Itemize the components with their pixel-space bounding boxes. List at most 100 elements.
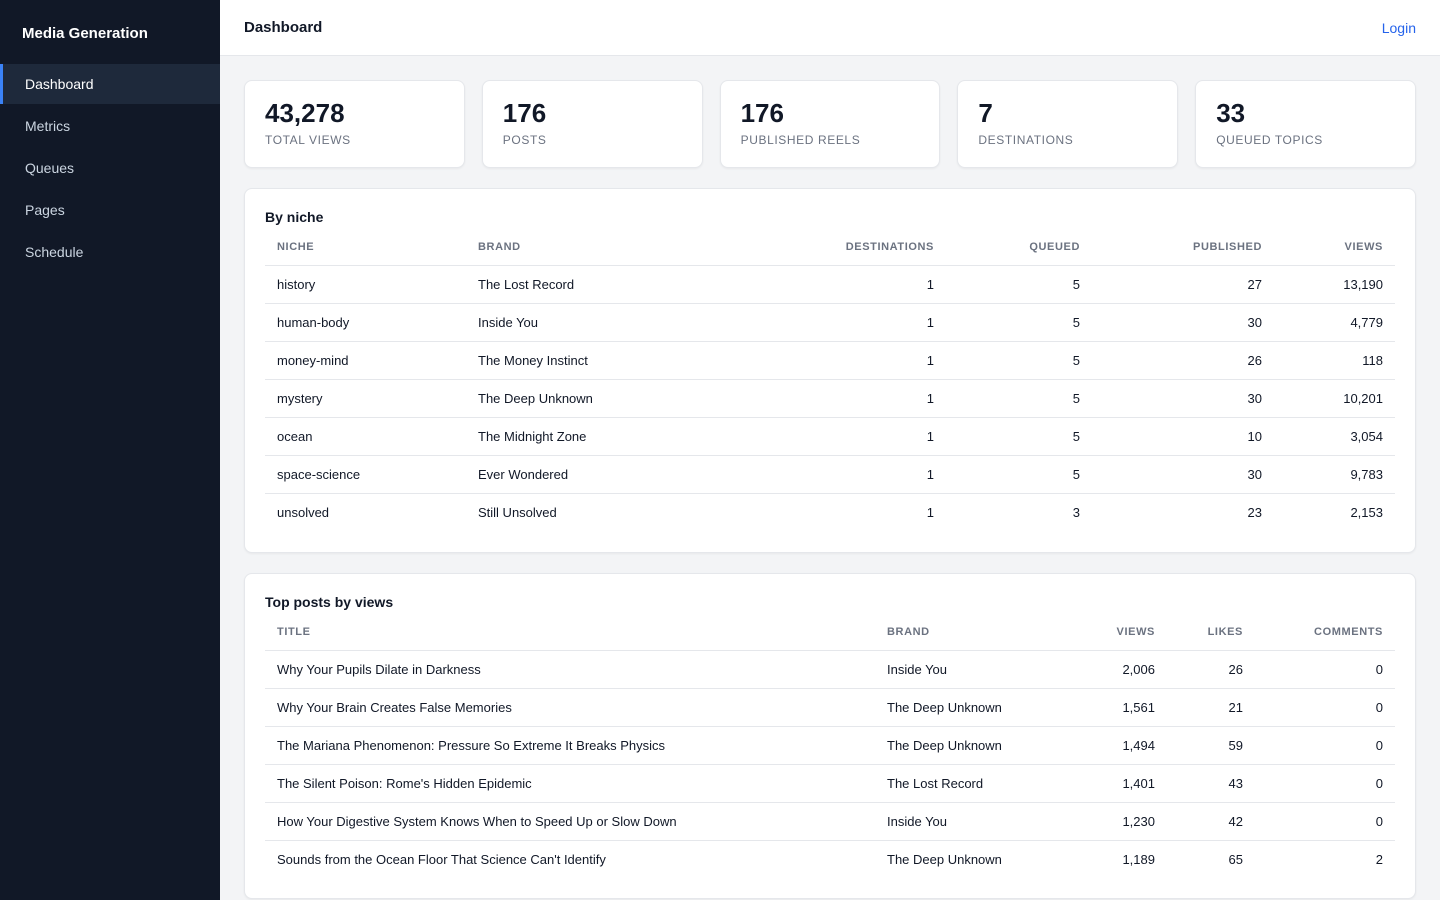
table-row: The Mariana Phenomenon: Pressure So Extr… [265, 726, 1395, 765]
sidebar: Media Generation Dashboard Metrics Queue… [0, 0, 220, 900]
cell-title: The Mariana Phenomenon: Pressure So Extr… [265, 726, 875, 765]
table-row: space-science Ever Wondered 1 5 30 9,783 [265, 455, 1395, 494]
stat-value: 176 [740, 98, 784, 128]
cell-likes: 26 [1167, 650, 1255, 689]
col-brand: BRAND [466, 241, 696, 266]
sidebar-item-dashboard[interactable]: Dashboard [0, 64, 220, 104]
cell-published: 26 [1092, 341, 1274, 380]
col-title: TITLE [265, 625, 875, 651]
main-area: Dashboard Login 43,278 TOTAL VIEWS 176 P… [220, 0, 1440, 900]
cell-comments: 0 [1255, 650, 1395, 689]
cell-title: Why Your Brain Creates False Memories [265, 688, 875, 727]
cell-likes: 65 [1228, 851, 1243, 867]
sidebar-item-metrics[interactable]: Metrics [25, 118, 71, 134]
col-queued: QUEUED [946, 241, 1092, 266]
stat-label: TOTAL VIEWS [265, 133, 351, 147]
table-row: Why Your Brain Creates False Memories Th… [265, 688, 1395, 727]
login-link[interactable]: Login [1381, 19, 1416, 36]
cell-brand: Inside You [466, 303, 696, 342]
cell-destinations: 1 [696, 379, 946, 418]
cell-likes: 59 [1167, 726, 1255, 765]
stat-label: DESTINATIONS [978, 133, 1074, 147]
cell-brand: The Money Instinct [466, 341, 696, 380]
page-title: Dashboard [244, 19, 323, 36]
sidebar-item-schedule[interactable]: Schedule [25, 244, 84, 260]
cell-destinations: 1 [696, 417, 946, 456]
cell-destinations: 1 [696, 341, 946, 380]
cell-brand: Inside You [875, 650, 1055, 689]
app-title: Media Generation [22, 25, 148, 42]
cell-comments: 0 [1255, 802, 1395, 841]
cell-brand: Still Unsolved [478, 505, 557, 521]
cell-destinations: 1 [926, 505, 934, 521]
cell-comments: 0 [1255, 688, 1395, 727]
cell-queued: 5 [946, 303, 1092, 342]
table-row: How Your Digestive System Knows When to … [265, 802, 1395, 841]
top-posts-table: TITLE BRAND VIEWS LIKES COMMENTS Why You… [265, 625, 1395, 879]
cell-brand: Ever Wondered [466, 455, 696, 494]
cell-brand: The Deep Unknown [875, 726, 1055, 765]
cell-views: 1,189 [1122, 851, 1155, 867]
col-niche: NICHE [265, 241, 466, 266]
sidebar-item-queues[interactable]: Queues [25, 160, 75, 176]
cell-views: 1,401 [1055, 764, 1167, 803]
col-destinations: DESTINATIONS [696, 241, 946, 266]
col-views: VIEWS [1055, 625, 1167, 651]
cell-views: 1,494 [1055, 726, 1167, 765]
stats-row: 43,278 TOTAL VIEWS 176 POSTS 176 PUBLISH… [244, 80, 1416, 168]
cell-title: Sounds from the Ocean Floor That Science… [277, 851, 606, 867]
sidebar-nav: Dashboard Metrics Queues Pages Schedule [0, 64, 220, 272]
table-row: human-body Inside You 1 5 30 4,779 [265, 303, 1395, 342]
cell-published: 10 [1092, 417, 1274, 456]
cell-views: 4,779 [1274, 303, 1395, 342]
cell-niche: unsolved [277, 505, 330, 521]
cell-views: 2,006 [1055, 650, 1167, 689]
cell-title: The Silent Poison: Rome's Hidden Epidemi… [265, 764, 875, 803]
table-row: Sounds from the Ocean Floor That Science… [265, 840, 1395, 878]
stat-card-destinations: 7 DESTINATIONS [957, 80, 1179, 168]
cell-queued: 5 [946, 265, 1092, 304]
stat-value: 33 [1216, 98, 1246, 128]
cell-niche: money-mind [265, 341, 466, 380]
top-posts-table-header: TITLE BRAND VIEWS LIKES COMMENTS [265, 625, 1395, 651]
cell-likes: 42 [1167, 802, 1255, 841]
cell-views: 2,153 [1350, 505, 1383, 521]
top-bar: Dashboard Login [220, 0, 1440, 56]
stat-card-published-reels: 176 PUBLISHED REELS [719, 80, 941, 168]
cell-likes: 43 [1167, 764, 1255, 803]
table-row: unsolved Still Unsolved 1 3 23 2,153 [265, 494, 1395, 532]
table-row: history The Lost Record 1 5 27 13,190 [265, 265, 1395, 304]
stat-label: POSTS [502, 133, 547, 147]
col-comments: COMMENTS [1255, 625, 1395, 651]
cell-comments: 0 [1255, 726, 1395, 765]
cell-published: 23 [1247, 505, 1262, 521]
niche-table: NICHE BRAND DESTINATIONS QUEUED PUBLISHE… [265, 241, 1395, 532]
stat-card-queued-topics: 33 QUEUED TOPICS [1195, 80, 1416, 168]
top-posts-card-title: Top posts by views [265, 593, 394, 610]
cell-niche: ocean [265, 417, 466, 456]
cell-brand: The Lost Record [875, 764, 1055, 803]
sidebar-item-pages[interactable]: Pages [25, 202, 65, 218]
stat-value: 43,278 [265, 98, 345, 128]
table-row: mystery The Deep Unknown 1 5 30 10,201 [265, 379, 1395, 418]
cell-likes: 21 [1167, 688, 1255, 727]
cell-title: How Your Digestive System Knows When to … [265, 802, 875, 841]
cell-niche: space-science [265, 455, 466, 494]
table-row: money-mind The Money Instinct 1 5 26 118 [265, 341, 1395, 380]
top-posts-card: Top posts by views TITLE BRAND VIEWS LIK… [244, 572, 1416, 899]
cell-title: Why Your Pupils Dilate in Darkness [265, 650, 875, 689]
cell-brand: The Lost Record [466, 265, 696, 304]
cell-views: 10,201 [1274, 379, 1395, 418]
niche-card-title: By niche [265, 209, 324, 225]
cell-brand: The Midnight Zone [466, 417, 696, 456]
cell-comments: 2 [1375, 851, 1383, 867]
niche-card: By niche NICHE BRAND DESTINATIONS QUEUED… [244, 188, 1416, 553]
table-row: ocean The Midnight Zone 1 5 10 3,054 [265, 417, 1395, 456]
cell-niche: mystery [265, 379, 466, 418]
cell-brand: The Deep Unknown [875, 688, 1055, 727]
cell-queued: 5 [946, 417, 1092, 456]
cell-brand: Inside You [875, 802, 1055, 841]
stat-card-total-views: 43,278 TOTAL VIEWS [244, 80, 465, 168]
cell-published: 30 [1092, 303, 1274, 342]
stat-value: 176 [502, 98, 547, 128]
